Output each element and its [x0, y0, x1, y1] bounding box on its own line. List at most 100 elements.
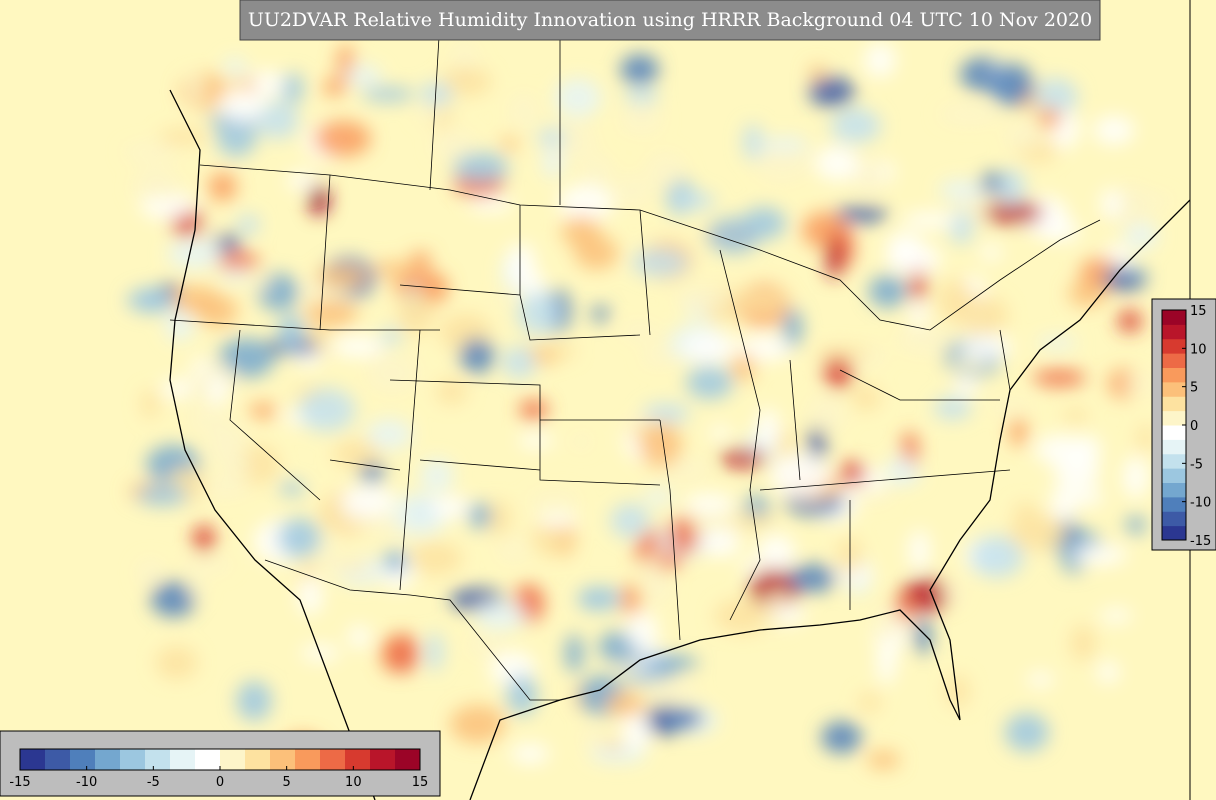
- field-blob: [669, 191, 716, 210]
- field-blob: [1100, 609, 1132, 623]
- colorbar-tick-label: -10: [76, 775, 97, 790]
- field-blob: [783, 308, 803, 348]
- field-blob: [498, 537, 528, 562]
- field-blob: [201, 477, 249, 497]
- field-blob: [621, 709, 653, 751]
- colorbar-tick-label: 0: [1190, 419, 1198, 434]
- colorbar-segment: [170, 749, 196, 770]
- colorbar-segment: [95, 749, 121, 770]
- field-blob: [167, 238, 223, 269]
- field-blob: [506, 674, 538, 716]
- field-blob: [848, 107, 868, 121]
- field-blob: [970, 535, 1024, 578]
- field-blob: [733, 289, 788, 315]
- colorbar-segment: [320, 749, 346, 770]
- colorbar-segment: [1162, 511, 1186, 527]
- field-blob: [164, 308, 194, 342]
- field-blob: [770, 454, 830, 498]
- field-blob: [938, 179, 983, 201]
- field-blob: [1121, 374, 1158, 394]
- field-blob: [1117, 310, 1142, 333]
- field-blob: [1100, 188, 1122, 218]
- field-blob: [218, 338, 275, 378]
- field-blob: [1036, 336, 1078, 349]
- field-blob: [518, 433, 554, 449]
- field-blob: [808, 76, 855, 107]
- field-blob: [807, 425, 827, 462]
- field-blob: [610, 503, 650, 539]
- field-blob: [902, 212, 959, 229]
- field-blob: [851, 157, 886, 197]
- field-blob: [331, 335, 385, 358]
- field-blob: [308, 183, 330, 216]
- field-blob: [815, 347, 872, 360]
- field-blob: [315, 265, 369, 289]
- field-blob: [1009, 513, 1067, 552]
- field-blob: [639, 424, 683, 468]
- colorbar-segment: [1162, 425, 1186, 440]
- field-blob: [332, 439, 382, 469]
- field-blob: [874, 609, 901, 642]
- field-blob: [1072, 544, 1128, 566]
- colorbar-tick-label: -10: [1190, 496, 1211, 511]
- field-blob: [510, 93, 538, 129]
- field-blob: [419, 458, 455, 492]
- field-blob: [565, 634, 584, 673]
- field-blob: [620, 54, 659, 86]
- field-blob: [577, 586, 624, 611]
- colorbar-tick-label: 15: [1190, 304, 1207, 319]
- field-blob: [809, 64, 826, 82]
- field-blob: [220, 267, 250, 282]
- field-blob: [531, 351, 558, 364]
- field-blob: [788, 564, 837, 593]
- field-blob: [1126, 515, 1146, 535]
- field-blob: [939, 104, 1000, 124]
- field-blob: [686, 365, 734, 400]
- colorbar-segment: [1162, 525, 1186, 541]
- colorbar-tick-label: 10: [1190, 342, 1207, 357]
- colorbar-segment: [120, 749, 146, 770]
- field-blob: [435, 379, 468, 405]
- field-blob: [188, 577, 205, 599]
- field-blob: [235, 445, 280, 485]
- field-blob: [314, 120, 371, 157]
- field-blob: [685, 711, 704, 725]
- field-blob: [580, 155, 614, 190]
- field-blob: [501, 136, 519, 151]
- field-blob: [208, 172, 237, 202]
- field-blob: [707, 217, 760, 254]
- field-blob: [807, 395, 846, 432]
- field-blob: [305, 299, 358, 328]
- field-blob: [589, 746, 647, 764]
- field-blob: [249, 403, 277, 419]
- field-blob: [642, 403, 690, 424]
- field-blob: [742, 123, 763, 161]
- field-blob: [868, 275, 907, 308]
- field-blob: [123, 143, 180, 162]
- field-blob: [208, 374, 228, 407]
- colorbar-segment: [370, 749, 396, 770]
- field-blob: [311, 556, 370, 571]
- colorbar-segment: [345, 749, 371, 770]
- field-blob: [604, 692, 646, 717]
- field-blob: [1009, 416, 1027, 447]
- title-box: [239, 0, 1101, 41]
- field-blob: [826, 237, 843, 279]
- colorbar-segment: [1162, 468, 1186, 483]
- field-blob: [1070, 625, 1096, 662]
- field-blob: [158, 128, 208, 146]
- field-blob: [277, 313, 306, 354]
- field-blob: [835, 206, 888, 223]
- field-blob: [348, 625, 371, 649]
- field-blob: [207, 423, 248, 466]
- field-blob: [661, 458, 710, 481]
- colorbar-segment: [1162, 381, 1186, 397]
- field-blob: [528, 491, 582, 508]
- field: [123, 42, 1172, 779]
- field-blob: [1032, 369, 1086, 387]
- field-blob: [416, 107, 446, 122]
- field-blob: [141, 389, 160, 419]
- field-blob: [425, 632, 444, 672]
- colorbar-tick-label: 5: [283, 775, 291, 790]
